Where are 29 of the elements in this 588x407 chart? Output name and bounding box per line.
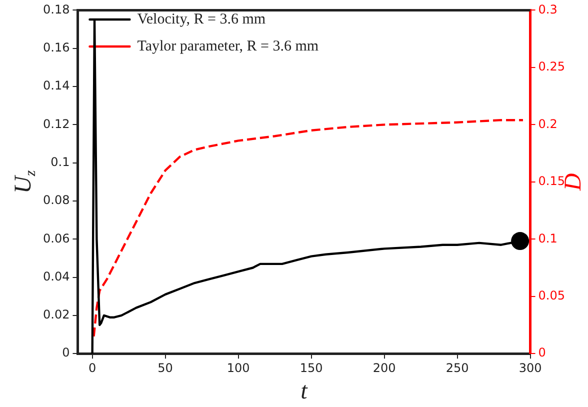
y2-tick-label: 0.15 — [538, 174, 565, 188]
y-axis-title: Uz — [10, 170, 39, 194]
y2-tick-label: 0.2 — [538, 116, 558, 131]
x-tick-label: 100 — [226, 360, 250, 375]
y-tick-label: 0.12 — [43, 116, 70, 131]
x-tick-label: 300 — [518, 360, 542, 375]
y-tick-label: 0.02 — [43, 308, 70, 322]
line-series — [92, 118, 524, 338]
x-tick-label: 200 — [372, 360, 396, 375]
y2-tick-label: 0.1 — [538, 231, 558, 246]
x-tick-label: 0 — [88, 360, 96, 375]
x-tick-label: 50 — [158, 360, 173, 375]
y-tick-label: 0.1 — [50, 154, 70, 169]
x-tick-label: 250 — [446, 360, 469, 375]
y-tick-label: 0.06 — [43, 231, 70, 246]
y-tick-label: 0.04 — [43, 269, 70, 284]
y2-tick-label: 0.3 — [538, 2, 558, 16]
x-axis-title: t — [300, 378, 309, 404]
y2-tick-label: 0 — [538, 346, 546, 360]
y-tick-label: 0 — [62, 346, 70, 360]
y-tick-label: 0.14 — [43, 78, 70, 93]
y-tick-label: 0.16 — [43, 40, 70, 54]
legend-label: Velocity, R = 3.6 mm — [137, 11, 266, 28]
x-tick-label: 150 — [300, 360, 323, 375]
y2-tick-label: 0.05 — [538, 288, 565, 302]
y-tick-label: 0.18 — [43, 2, 70, 16]
legend-label: Taylor parameter, R = 3.6 mm — [137, 38, 319, 54]
y2-tick-label: 0.25 — [538, 60, 565, 74]
y-tick-label: 0.08 — [43, 193, 70, 208]
